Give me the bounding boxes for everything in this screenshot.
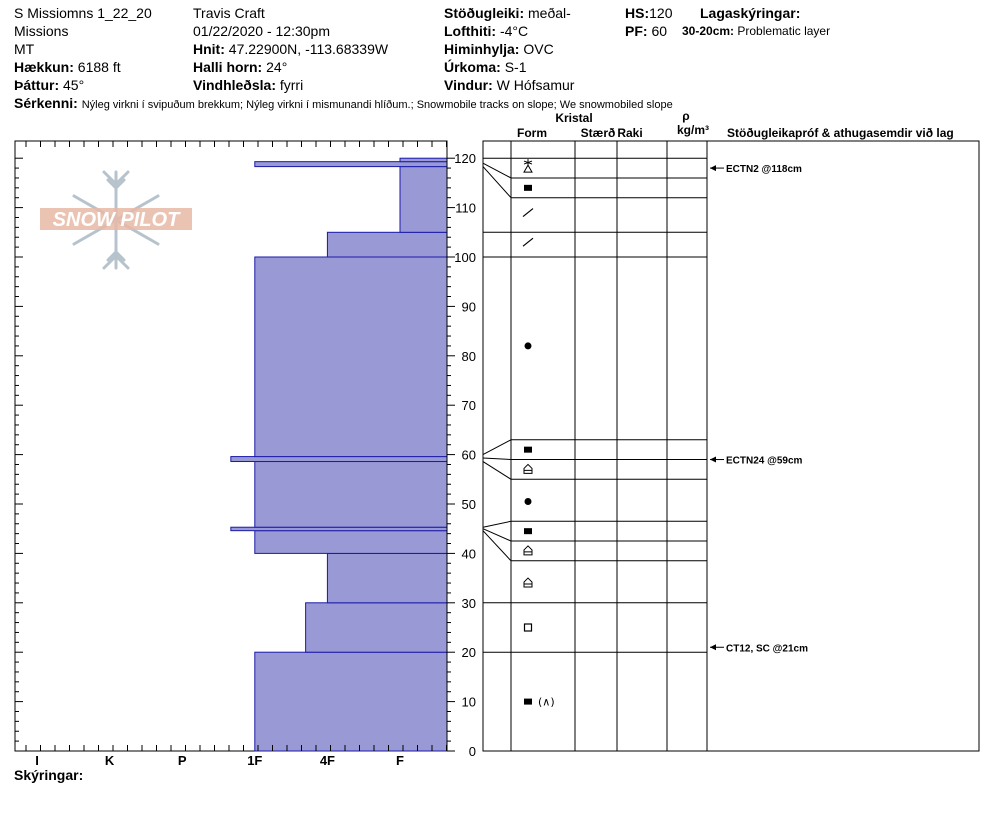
test-arrow-icon [710,456,716,463]
stability-test-label: ECTN24 @59cm [726,456,803,467]
x-tick-label: 4F [320,753,335,768]
hardness-bar [230,526,448,532]
hardness-bar [399,157,448,163]
x-tick-label: F [396,753,404,768]
x-tick-label: K [105,753,115,768]
elevation: Hækkun: 6188 ft [14,59,121,75]
wind-loading: Vindhleðsla: fyrri [193,77,304,93]
region: Missions [14,23,69,39]
hardness-bar [399,166,448,233]
air-temperature: Lofthiti: -4°C [444,23,529,39]
state: MT [14,41,35,57]
coordinates: Hnit: 47.22900N, -113.68339W [193,41,389,57]
table-header: Kristal [555,111,592,125]
y-tick-label: 20 [462,645,476,660]
layer-connector [482,530,512,562]
remarks: Sérkenni: Nýleg virkni í svipuðum brekku… [14,95,673,111]
hardness-bar [254,461,448,528]
crystal-form-depth-hoar-icon [523,463,533,474]
y-tick-label: 120 [454,151,476,166]
hardness-bar [254,530,448,554]
crust-label: (∧) [538,696,555,709]
stability: Stöðugleiki: meðal- [444,5,571,21]
stability-test-label: CT12, SC @21cm [726,643,808,654]
y-tick-label: 100 [454,250,476,265]
hardness-bar [230,456,448,463]
svg-text:SNOW PILOT: SNOW PILOT [53,209,181,231]
wind: Vindur: W Hófsamur [444,77,575,93]
y-tick-label: 60 [462,448,476,463]
crystal-form-faceted-rounding-icon [523,623,533,632]
crystal-form-faceted-icon [524,184,532,191]
layer-notes-label: Lagaskýringar: [700,5,801,21]
table-header: Raki [617,126,642,140]
stability-test-label: ECTN2 @118cm [726,164,802,175]
crystal-form-decomposing-icon [522,237,534,247]
datetime: 01/22/2020 - 12:30pm [193,23,330,39]
hardness-bar [326,552,448,604]
crystal-form-faceted-with-crust-icon: (∧) [524,696,555,709]
hardness-bar [254,256,448,458]
crystal-form-rounded-icon [524,498,532,506]
slope-angle: Halli horn: 24° [193,59,288,75]
y-tick-label: 70 [462,398,476,413]
x-tick-label: I [35,753,39,768]
layer-connector [482,528,512,542]
y-tick-label: 10 [462,695,476,710]
layer-connector [482,439,512,456]
crystal-form-surface-hoar-faceted-icon [523,159,533,173]
hardness-bar [254,651,448,752]
foot-penetration: PF: 60 [625,23,668,39]
crystal-form-faceted-icon [524,528,532,535]
legend-label: Skýringar: [14,767,84,783]
crystal-form-faceted-icon [524,446,532,453]
snowpilot-logo: SNOW PILOT [38,170,198,270]
crystal-form-depth-hoar-icon [523,545,533,556]
table-header: ρ [682,109,689,123]
y-tick-label: 50 [462,497,476,512]
observer: Travis Craft [193,5,265,21]
layer-connector [482,166,512,199]
sky-cover: Himinhylja: OVC [444,41,554,57]
table-header: Form [517,126,547,140]
hardness-bar [305,602,448,653]
layer-connector [482,520,512,528]
y-tick-label: 0 [469,744,476,759]
crystal-form-rounded-icon [524,342,532,350]
layer-connector [482,162,512,179]
x-tick-label: P [178,753,187,768]
layer-note: 30-20cm: Problematic layer [682,24,831,38]
y-tick-label: 90 [462,299,476,314]
test-arrow-icon [710,165,716,172]
y-tick-label: 80 [462,349,476,364]
layer-connector [482,457,512,461]
table-header: Stærð [581,126,616,140]
crystal-form-depth-hoar-icon [523,577,533,588]
aspect: Þáttur: 45° [14,77,85,93]
test-arrow-icon [710,644,716,651]
y-tick-label: 40 [462,546,476,561]
layer-table-frame [482,140,980,752]
hardness-bar [254,161,448,168]
layer-connector [482,461,512,480]
table-header: kg/m³ [677,123,709,137]
y-tick-label: 30 [462,596,476,611]
hardness-bar [326,231,448,258]
crystal-form-decomposing-icon [522,208,534,218]
location-name: S Missiomns 1_22_20 [14,5,152,21]
precipitation: Úrkoma: S-1 [444,59,527,75]
table-header: Stöðugleikapróf & athugasemdir við lag [727,126,954,140]
x-tick-label: 1F [247,753,262,768]
y-tick-label: 110 [455,201,476,216]
snow-height: HS:120 [625,5,673,21]
